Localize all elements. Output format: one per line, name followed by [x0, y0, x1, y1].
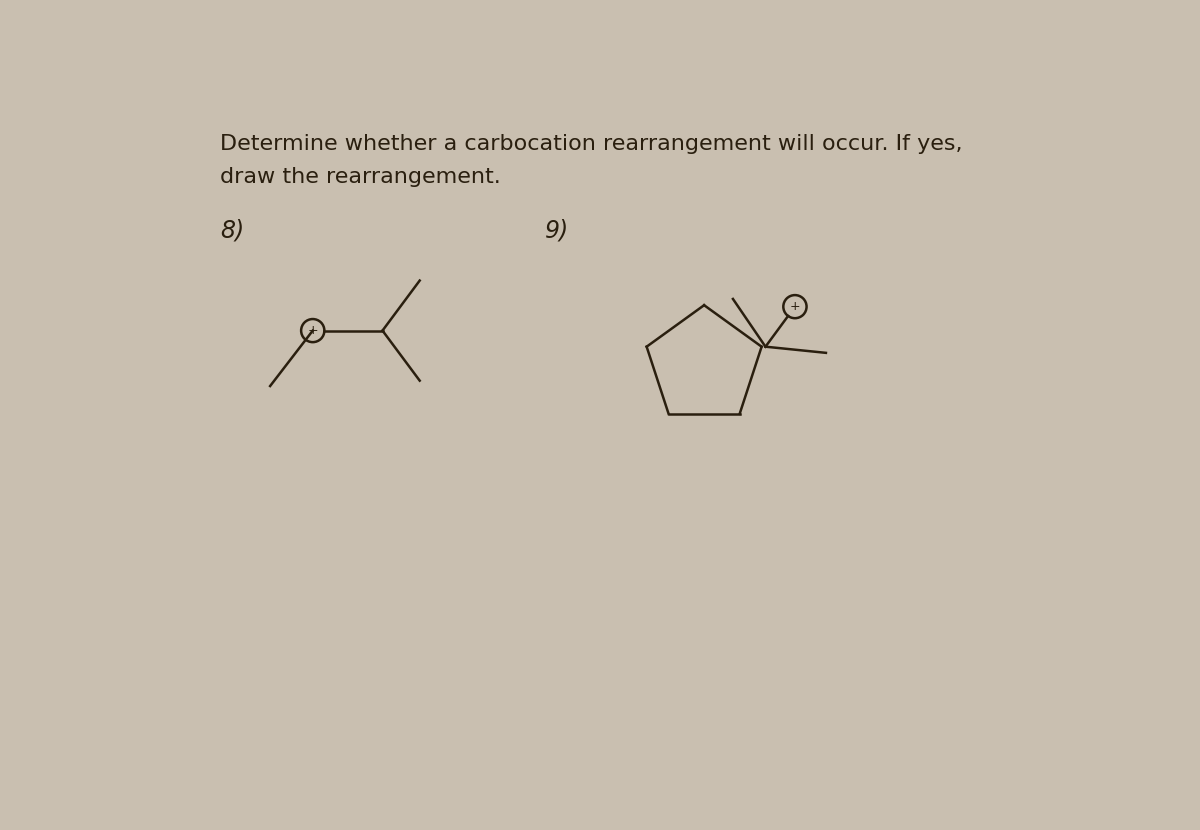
Text: 9): 9) — [545, 219, 570, 243]
Text: +: + — [307, 324, 318, 337]
Text: draw the rearrangement.: draw the rearrangement. — [220, 168, 500, 188]
Text: +: + — [790, 300, 800, 313]
Text: 8): 8) — [220, 219, 244, 243]
Text: Determine whether a carbocation rearrangement will occur. If yes,: Determine whether a carbocation rearrang… — [220, 134, 962, 154]
